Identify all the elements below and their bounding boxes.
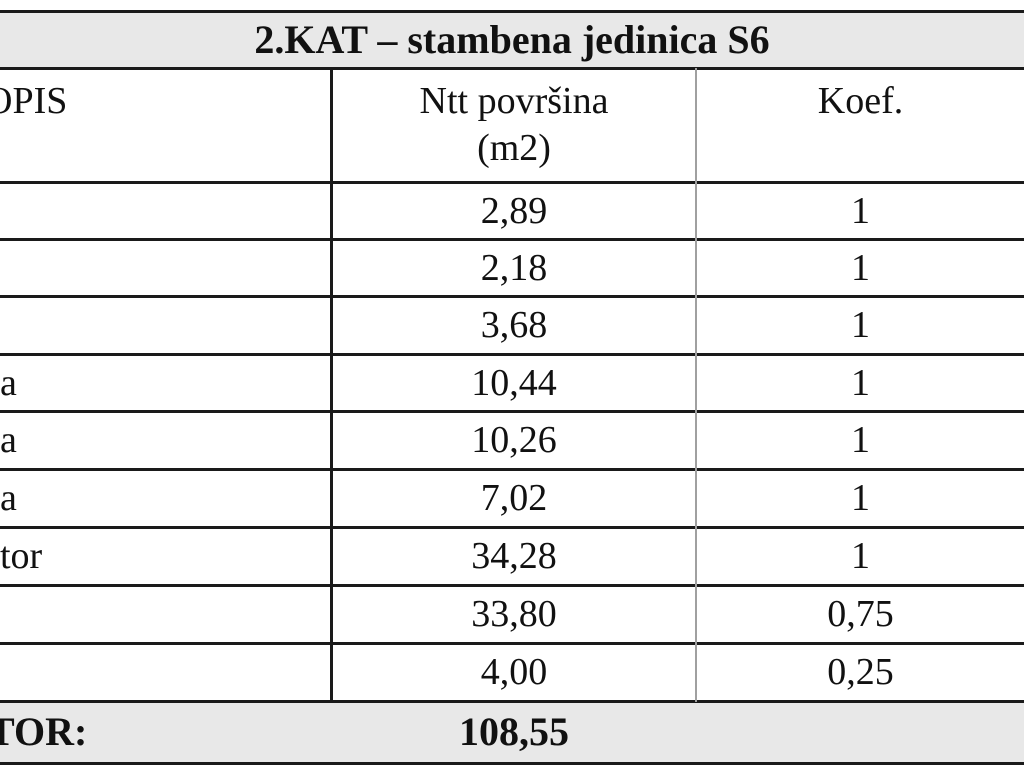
cell-area: 4,00 <box>480 651 548 693</box>
cell-opis <box>0 585 330 643</box>
footer-label: TOR: <box>0 709 88 754</box>
cell-area: 10,26 <box>471 419 557 461</box>
grid-line <box>0 584 1024 587</box>
table-footer-row: TOR: 108,55 <box>0 701 1024 763</box>
cell-area: 2,18 <box>480 246 548 289</box>
header-opis: OPIS <box>0 80 68 122</box>
header-koef: Koef. <box>817 80 904 122</box>
table-header-row: OPIS Ntt površina (m2) Koef. <box>0 68 1024 182</box>
cell-opis: a <box>0 361 17 404</box>
footer-total: 108,55 <box>459 709 569 754</box>
cell-area: 2,89 <box>480 189 548 232</box>
cell-koef: 1 <box>851 419 870 461</box>
cell-koef: 0,25 <box>827 651 894 693</box>
header-area: Ntt površina (m2) <box>333 68 695 182</box>
table-row: a 10,44 1 <box>0 354 1024 411</box>
cell-opis <box>0 643 330 701</box>
cell-area: 33,80 <box>471 593 557 635</box>
table-title: 2.KAT – stambena jedinica S6 <box>254 17 770 62</box>
cell-area: 10,44 <box>471 361 557 404</box>
cell-area: 3,68 <box>480 304 548 346</box>
grid-line <box>0 238 1024 241</box>
header-area-line1: Ntt površina <box>419 79 609 122</box>
cell-area: 7,02 <box>480 477 548 519</box>
grid-line <box>0 353 1024 356</box>
grid-line <box>0 181 1024 184</box>
header-area-line2: (m2) <box>477 127 551 169</box>
grid-line <box>0 10 1024 13</box>
grid-line <box>695 68 697 702</box>
cell-area: 34,28 <box>471 535 557 577</box>
cell-opis: a <box>0 477 17 519</box>
table-row: 4,00 0,25 <box>0 643 1024 701</box>
grid-line <box>0 526 1024 529</box>
table-row: tor 34,28 1 <box>0 527 1024 585</box>
grid-line <box>330 68 333 702</box>
grid-line <box>0 410 1024 413</box>
cell-koef: 1 <box>851 535 870 577</box>
table-row: 3,68 1 <box>0 296 1024 354</box>
grid-line <box>0 295 1024 298</box>
cell-koef: 1 <box>851 477 870 519</box>
grid-line <box>0 67 1024 70</box>
table-title-row: 2.KAT – stambena jedinica S6 <box>0 12 1024 68</box>
cell-koef: 1 <box>851 304 870 346</box>
cell-opis <box>0 239 330 296</box>
cell-koef: 1 <box>851 361 870 404</box>
table-row: 2,18 1 <box>0 239 1024 296</box>
table-row: a 10,26 1 <box>0 411 1024 469</box>
table-row: 2,89 1 <box>0 182 1024 239</box>
table-row: 33,80 0,75 <box>0 585 1024 643</box>
cell-opis: tor <box>0 535 43 577</box>
grid-line <box>0 468 1024 471</box>
cell-opis <box>0 182 330 239</box>
cell-koef: 1 <box>851 189 870 232</box>
cell-koef: 0,75 <box>827 593 894 635</box>
grid-line <box>0 642 1024 645</box>
cell-opis: a <box>0 419 17 461</box>
grid-line <box>0 762 1024 765</box>
cell-opis <box>0 296 330 354</box>
grid-line <box>0 700 1024 703</box>
table-row: a 7,02 1 <box>0 469 1024 527</box>
cell-koef: 1 <box>851 246 870 289</box>
